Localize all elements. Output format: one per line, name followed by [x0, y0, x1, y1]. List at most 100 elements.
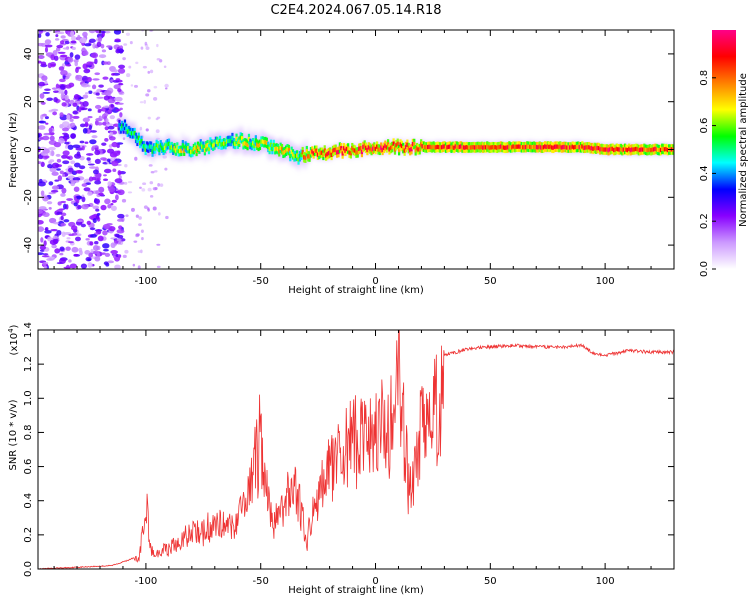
noise-blob: [96, 96, 104, 99]
noise-blob: [88, 90, 93, 94]
ridge-peak-cell: [337, 149, 340, 155]
noise-blob: [60, 215, 64, 221]
noise-blob: [149, 181, 154, 185]
ridge-peak-cell: [285, 148, 288, 153]
noise-blob: [82, 31, 88, 37]
noise-blob: [44, 88, 51, 91]
ridge-peak-cell: [143, 143, 146, 149]
ridge-peak-cell: [250, 142, 253, 148]
noise-blob: [53, 221, 59, 225]
noise-blob: [114, 38, 121, 42]
noise-blob: [64, 40, 70, 45]
ridge-peak-cell: [548, 144, 551, 150]
noise-blob: [110, 104, 114, 108]
noise-blob: [46, 258, 54, 261]
noise-blob: [38, 226, 45, 233]
noise-blob: [51, 87, 58, 90]
ridge-peak-cell: [578, 145, 581, 150]
noise-blob: [72, 144, 81, 149]
noise-blob: [145, 46, 150, 50]
ridge-peak-cell: [300, 152, 303, 157]
ridge-peak-cell: [495, 145, 499, 150]
spectrogram-panel: -100 -50 0 50 100 -40 -20 0 20 40 Height of stra…: [8, 29, 675, 296]
ridge-peak-cell: [563, 144, 566, 150]
noise-blob: [72, 102, 78, 107]
ridge-peak-cell: [516, 144, 519, 149]
noise-blob: [43, 132, 51, 136]
noise-blob: [147, 89, 151, 93]
ridge-peak-cell: [139, 140, 142, 146]
ridge-peak-cell: [414, 148, 417, 153]
ridge-peak-cell: [220, 142, 223, 147]
noise-blob: [72, 110, 79, 115]
ridge-peak-cell: [655, 147, 658, 152]
ridge-peak-cell: [232, 141, 235, 146]
ridge-peak-cell: [217, 141, 220, 147]
ridge-peak-cell: [607, 148, 610, 153]
noise-blob: [49, 135, 55, 142]
ridge-peak-cell: [289, 153, 292, 159]
noise-blob: [113, 30, 122, 35]
x-tick-label: 50: [484, 276, 497, 287]
noise-blob: [147, 208, 150, 212]
ridge-peak-cell: [199, 142, 202, 147]
noise-blob: [98, 186, 105, 193]
noise-blob: [107, 260, 115, 264]
noise-blob: [60, 200, 67, 204]
noise-blob: [59, 124, 64, 129]
noise-blob: [100, 157, 107, 161]
noise-blob: [86, 220, 92, 226]
ridge-peak-cell: [582, 145, 585, 150]
ridge-peak-cell: [229, 138, 233, 144]
ridge-peak-cell: [374, 146, 377, 152]
ridge-peak-cell: [191, 149, 194, 154]
ridge-peak-cell: [247, 136, 251, 142]
noise-blob: [103, 178, 109, 182]
ridge-peak-cell: [236, 141, 240, 146]
noise-blob: [46, 201, 53, 205]
ridge-peak-cell: [318, 151, 321, 157]
ridge-peak-cell: [240, 136, 244, 141]
noise-blob: [67, 241, 74, 244]
ridge-peak-cell: [388, 147, 391, 152]
ridge-peak-cell: [360, 149, 364, 155]
ridge-peak-cell: [356, 150, 359, 155]
noise-blob: [56, 211, 63, 215]
ridge-peak-cell: [283, 150, 286, 155]
noise-blob: [114, 264, 121, 269]
noise-blob: [94, 149, 101, 156]
ridge-peak-cell: [385, 145, 388, 150]
ridge-peak-cell: [136, 138, 139, 143]
noise-blob: [147, 70, 151, 74]
noise-blob: [45, 32, 50, 37]
noise-blob: [60, 69, 68, 76]
ridge-peak-cell: [209, 140, 212, 145]
noise-blob: [115, 78, 121, 81]
noise-blob: [83, 187, 91, 192]
ridge-peak-cell: [592, 146, 595, 151]
ridge-peak-cell: [610, 146, 613, 152]
ridge-peak-cell: [508, 144, 511, 149]
noise-blob: [58, 78, 66, 83]
noise-blob: [95, 92, 100, 96]
noise-blob: [141, 236, 144, 241]
colorbar-ticks: 0.0 0.2 0.4 0.6 0.8: [699, 70, 716, 277]
ridge-peak-cell: [206, 143, 209, 148]
ridge-peak-cell: [451, 144, 454, 150]
noise-blob: [49, 239, 58, 245]
noise-blob: [110, 250, 118, 255]
ridge-peak-cell: [330, 152, 333, 158]
noise-blob: [59, 84, 66, 90]
ridge-peak-cell: [549, 144, 552, 149]
ridge-peak-cell: [662, 146, 665, 152]
ridge-peak-cell: [530, 144, 533, 150]
ridge-peak-cell: [623, 146, 627, 152]
noise-blob: [80, 263, 88, 269]
noise-blob: [127, 191, 133, 194]
ridge-peak-cell: [659, 147, 662, 153]
ridge-peak-cell: [378, 147, 381, 152]
ridge-peak-cell: [276, 146, 279, 152]
ridge-peak-cell: [473, 145, 476, 150]
ridge-peak-cell: [198, 146, 201, 151]
ridge-peak-cell: [195, 148, 198, 154]
